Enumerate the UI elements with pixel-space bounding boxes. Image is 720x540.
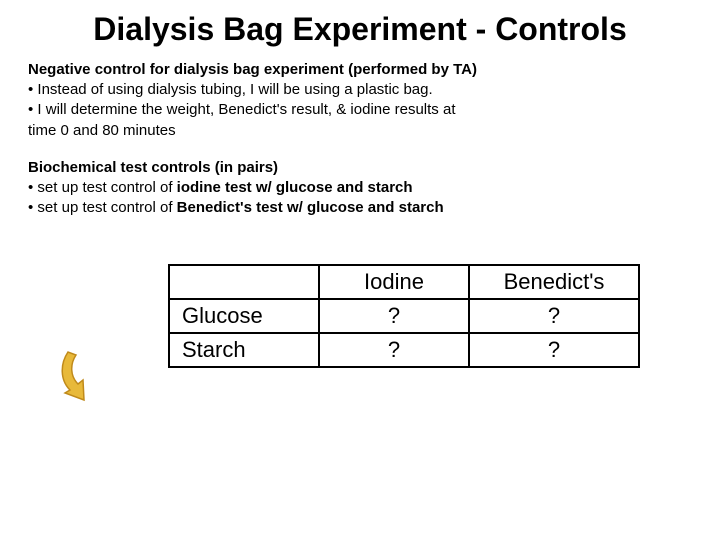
curved-arrow-icon [56,346,106,406]
section1-bullet: time 0 and 80 minutes [28,121,692,141]
table-corner-cell [169,265,319,299]
table-row: Starch ? ? [169,333,639,367]
section2-bullet-bold: Benedict's test w/ glucose and starch [177,199,444,216]
table-cell: ? [319,299,469,333]
section-biochem-controls: Biochemical test controls (in pairs) • s… [28,159,692,219]
table-row: Iodine Benedict's [169,265,639,299]
section2-bullet-pre: • set up test control of [28,199,177,216]
controls-table: Iodine Benedict's Glucose ? ? Starch ? ? [168,264,640,368]
table-row-header: Glucose [169,299,319,333]
table-cell: ? [469,299,639,333]
section2-bullet: • set up test control of iodine test w/ … [28,178,692,198]
section2-bullet-bold: iodine test w/ glucose and starch [177,179,413,196]
table-col-header: Iodine [319,265,469,299]
table-col-header: Benedict's [469,265,639,299]
section2-heading: Biochemical test controls (in pairs) [28,159,692,176]
section2-bullet: • set up test control of Benedict's test… [28,198,692,218]
table-cell: ? [469,333,639,367]
section1-heading: Negative control for dialysis bag experi… [28,61,692,78]
table-row: Glucose ? ? [169,299,639,333]
table-row-header: Starch [169,333,319,367]
section1-bullet: • I will determine the weight, Benedict'… [28,100,692,120]
section2-bullet-pre: • set up test control of [28,179,177,196]
section1-bullet: • Instead of using dialysis tubing, I wi… [28,80,692,100]
table-cell: ? [319,333,469,367]
page-title: Dialysis Bag Experiment - Controls [28,12,692,47]
section-negative-control: Negative control for dialysis bag experi… [28,61,692,141]
